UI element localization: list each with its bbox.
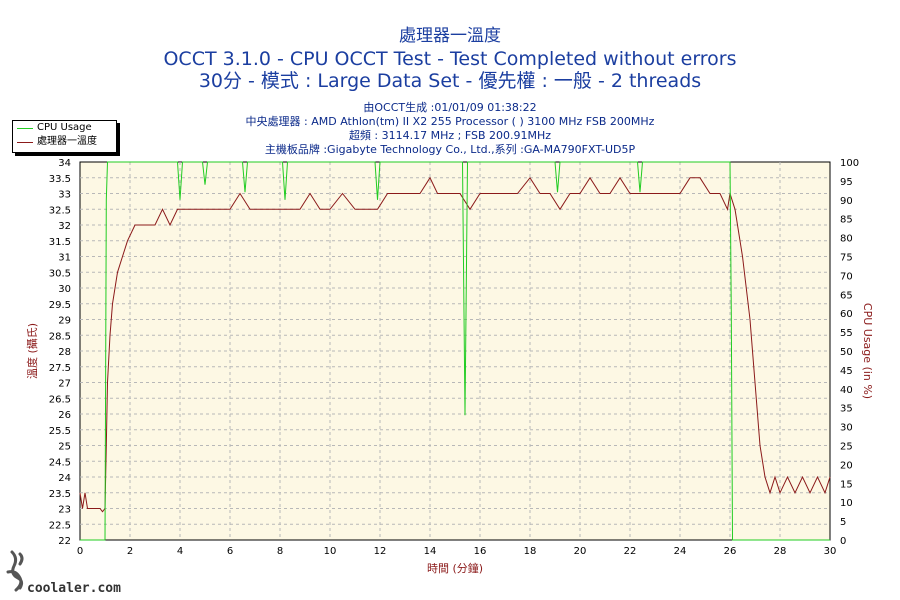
x-tick-label: 8 (277, 546, 283, 557)
chart-subtitle: OCCT 3.1.0 - CPU OCCT Test - Test Comple… (163, 48, 737, 70)
y-right-tick-label: 85 (840, 215, 853, 226)
y-right-tick-label: 0 (840, 536, 846, 547)
y-left-tick-label: 23.5 (49, 489, 71, 500)
calligraphy-seal-icon (6, 550, 24, 592)
y-right-tick-label: 80 (840, 234, 853, 245)
legend-label: 處理器一溫度 (37, 136, 97, 147)
y-right-tick-label: 75 (840, 253, 853, 264)
y-left-tick-label: 25 (58, 442, 71, 453)
x-tick-label: 30 (824, 546, 837, 557)
y-right-tick-label: 40 (840, 385, 853, 396)
y-right-tick-label: 45 (840, 366, 853, 377)
y-right-tick-label: 25 (840, 442, 853, 453)
chart-mode-line: 30分 - 模式 : Large Data Set - 優先權 : 一般 - 2… (198, 70, 702, 92)
legend-swatch (17, 142, 33, 143)
x-tick-label: 16 (474, 546, 487, 557)
y-left-tick-label: 22.5 (49, 520, 71, 531)
chart-legend: CPU Usage 處理器一溫度 (12, 120, 117, 153)
info-cpu: 中央處理器 : AMD Athlon(tm) II X2 255 Process… (245, 115, 655, 128)
y-left-tick-label: 33 (58, 190, 71, 201)
y-right-tick-label: 5 (840, 517, 846, 528)
x-tick-label: 4 (177, 546, 183, 557)
watermark-text: coolaler.com (27, 581, 121, 596)
legend-item-temperature: 處理器一溫度 (13, 135, 116, 149)
y-left-tick-label: 27.5 (49, 363, 71, 374)
y-right-tick-label: 30 (840, 423, 853, 434)
y-right-tick-label: 35 (840, 404, 853, 415)
x-tick-label: 2 (127, 546, 133, 557)
legend-item-cpu-usage: CPU Usage (13, 121, 116, 135)
chart-title: 處理器一溫度 (399, 26, 501, 46)
info-generated: 由OCCT生成 :01/01/09 01:38:22 (363, 101, 537, 114)
x-tick-label: 18 (524, 546, 537, 557)
y-left-tick-label: 32.5 (49, 205, 71, 216)
x-tick-label: 28 (774, 546, 787, 557)
y-axis-label-right: CPU Usage (in %) (861, 303, 874, 399)
grid-lines (80, 162, 830, 540)
y-left-tick-label: 26.5 (49, 394, 71, 405)
series-line-cpu-usage (80, 161, 830, 541)
y-left-tick-label: 26 (58, 410, 71, 421)
y-left-tick-label: 31 (58, 253, 71, 264)
y-left-tick-label: 28 (58, 347, 71, 358)
legend-label: CPU Usage (37, 122, 92, 133)
y-left-tick-label: 29.5 (49, 300, 71, 311)
x-tick-label: 0 (77, 546, 83, 557)
x-tick-label: 20 (574, 546, 587, 557)
y-right-tick-label: 15 (840, 479, 853, 490)
y-left-tick-label: 31.5 (49, 237, 71, 248)
y-left-tick-label: 22 (58, 536, 71, 547)
watermark: coolaler.com (4, 548, 154, 598)
y-right-tick-label: 55 (840, 328, 853, 339)
y-right-tick-label: 20 (840, 460, 853, 471)
info-motherboard: 主機板品牌 :Gigabyte Technology Co., Ltd.,系列 … (264, 143, 636, 156)
system-info: 由OCCT生成 :01/01/09 01:38:22 中央處理器 : AMD A… (0, 101, 900, 157)
y-left-tick-label: 24.5 (49, 457, 71, 468)
y-right-tick-label: 95 (840, 177, 853, 188)
x-tick-label: 6 (227, 546, 233, 557)
y-left-tick-label: 30 (58, 284, 71, 295)
info-overclock: 超頻 : 3114.17 MHz ; FSB 200.91MHz (348, 129, 552, 142)
y-axis-label-left: 溫度 (攝氏) (25, 323, 39, 379)
tick-labels: 0 2 4 6 8 10 12 14 16 18 20 22 24 26 28 302222.52323.52… (49, 158, 859, 557)
legend-swatch (17, 128, 33, 129)
series-group (79, 161, 831, 541)
y-left-tick-label: 33.5 (49, 174, 71, 185)
x-tick-label: 14 (424, 546, 437, 557)
y-left-tick-label: 29 (58, 316, 71, 327)
y-left-tick-label: 34 (58, 158, 71, 169)
y-left-tick-label: 28.5 (49, 331, 71, 342)
y-left-tick-label: 27 (58, 379, 71, 390)
y-left-tick-label: 25.5 (49, 426, 71, 437)
x-tick-label: 26 (724, 546, 737, 557)
x-tick-label: 10 (324, 546, 337, 557)
y-right-tick-label: 10 (840, 498, 853, 509)
x-tick-label: 22 (624, 546, 637, 557)
x-tick-label: 12 (374, 546, 387, 557)
y-right-tick-label: 70 (840, 271, 853, 282)
y-left-tick-label: 30.5 (49, 268, 71, 279)
x-axis-label: 時間 (分鐘) (427, 561, 483, 575)
y-right-tick-label: 100 (840, 158, 859, 169)
chart-titles: 處理器一溫度 OCCT 3.1.0 - CPU OCCT Test - Test… (0, 24, 900, 92)
y-right-tick-label: 65 (840, 290, 853, 301)
y-left-tick-label: 24 (58, 473, 71, 484)
y-right-tick-label: 60 (840, 309, 853, 320)
y-right-tick-label: 90 (840, 196, 853, 207)
series-line-temperature (79, 176, 831, 513)
x-tick-label: 24 (674, 546, 687, 557)
y-left-tick-label: 32 (58, 221, 71, 232)
y-left-tick-label: 23 (58, 505, 71, 516)
y-right-tick-label: 50 (840, 347, 853, 358)
